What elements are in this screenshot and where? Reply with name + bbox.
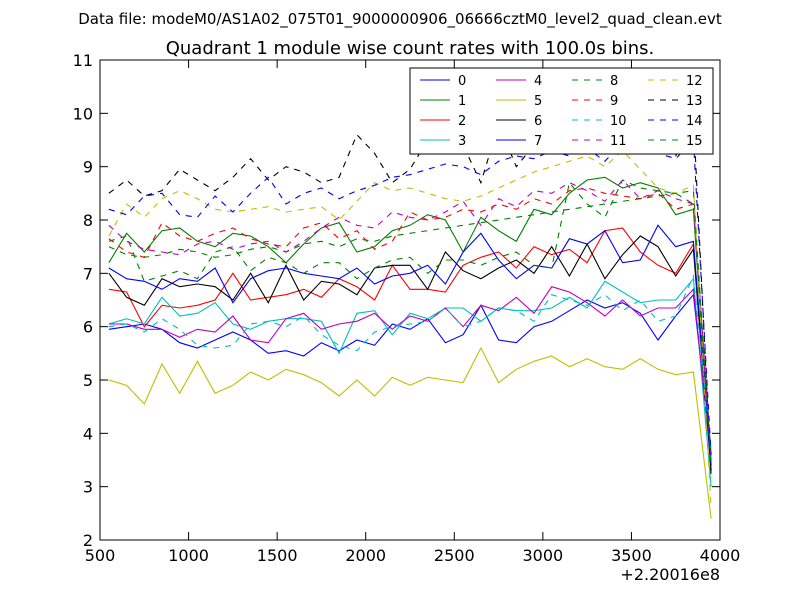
legend-label-9: 9 [610, 94, 618, 109]
x-tick-label: 2500 [434, 546, 475, 565]
series-15-line [108, 190, 712, 466]
x-offset-label: +2.20016e8 [620, 565, 720, 584]
series-4-line [108, 286, 712, 461]
legend-label-4: 4 [534, 74, 542, 89]
series-9-line [108, 187, 712, 461]
series-11-line [108, 179, 712, 461]
series-10-line [108, 273, 712, 450]
x-tick-label: 500 [85, 546, 116, 565]
series-12-line [108, 149, 712, 509]
series-8-line [108, 179, 712, 455]
legend-label-0: 0 [458, 74, 466, 89]
plot-frame [99, 59, 721, 541]
y-tick-label: 9 [83, 158, 93, 177]
legend-label-1: 1 [458, 94, 466, 109]
y-tick-label: 5 [83, 371, 93, 390]
series-14-line [108, 138, 712, 455]
legend-label-10: 10 [610, 114, 627, 129]
y-tick-label: 11 [73, 51, 93, 70]
y-tick-label: 6 [83, 318, 93, 337]
axis-ticks: 500 1000 1500 2000 2500 3000 3500 4000 2 3 4 5 6 7 8 9 1… [73, 51, 741, 565]
y-tick-label: 4 [83, 424, 93, 443]
series-6-line [108, 235, 712, 471]
series-0-line [108, 293, 712, 455]
series-5-line [108, 346, 712, 519]
series-7-line [108, 224, 712, 466]
legend-frame [409, 67, 714, 155]
series-13-line [108, 107, 712, 477]
chart-suptitle: Data file: modeM0/AS1A02_075T01_90000009… [78, 10, 722, 29]
x-tick-label: 2000 [345, 546, 386, 565]
series-1-line [108, 176, 712, 471]
y-tick-label: 2 [83, 531, 93, 550]
legend-label-11: 11 [610, 134, 627, 149]
legend-label-15: 15 [686, 134, 703, 149]
x-tick-label: 4000 [700, 546, 741, 565]
legend-label-13: 13 [686, 94, 703, 109]
legend-label-2: 2 [458, 114, 466, 129]
y-tick-label: 8 [83, 211, 93, 230]
legend-label-12: 12 [686, 74, 703, 89]
legend-label-5: 5 [534, 94, 542, 109]
plot-lines [108, 107, 712, 519]
x-tick-label: 1500 [257, 546, 298, 565]
legend-label-14: 14 [686, 114, 703, 129]
legend-label-6: 6 [534, 114, 542, 129]
y-tick-label: 10 [73, 104, 93, 123]
x-tick-label: 3500 [611, 546, 652, 565]
series-2-line [108, 227, 712, 466]
x-tick-label: 3000 [522, 546, 563, 565]
y-tick-label: 3 [83, 478, 93, 497]
x-tick-label: 1000 [168, 546, 209, 565]
legend-label-3: 3 [458, 134, 466, 149]
legend-label-8: 8 [610, 74, 618, 89]
chart-title: Quadrant 1 module wise count rates with … [166, 38, 655, 59]
legend-label-7: 7 [534, 134, 542, 149]
y-tick-label: 7 [83, 264, 93, 283]
series-3-line [108, 277, 712, 487]
